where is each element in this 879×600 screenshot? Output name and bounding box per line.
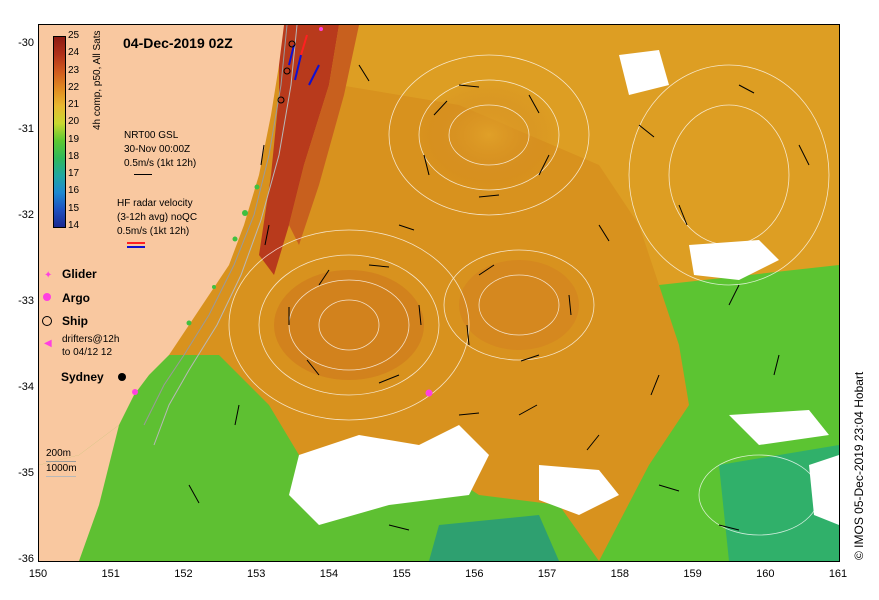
glider-legend-icon: ✦ [44, 270, 53, 281]
map-title: 04-Dec-2019 02Z [123, 35, 233, 51]
land-australia [39, 25, 284, 465]
longitude-tick-label: 159 [683, 568, 702, 580]
ship-markers [277, 40, 296, 104]
sst-map[interactable] [38, 24, 840, 562]
colorbar-tick-label: 14 [68, 220, 80, 231]
eddy-east [459, 260, 579, 350]
glider-marker [319, 27, 323, 31]
cloud-far-east [729, 410, 829, 445]
sst-colorbar [53, 36, 66, 228]
longitude-tick-label: 150 [28, 568, 48, 580]
hf-legend-line1: HF radar velocity [117, 198, 193, 209]
ocean-teal-patch-2 [429, 515, 559, 561]
land-south [39, 425, 119, 561]
isobath-200m [143, 25, 288, 426]
depth-200m-label: 200m [46, 448, 72, 459]
drifters-legend-line1: drifters@12h [62, 334, 120, 345]
hf-radar-vectors [288, 34, 320, 86]
longitude-tick-label: 151 [101, 568, 120, 580]
ocean-green-south [39, 355, 599, 561]
longitude-tick-label: 157 [537, 568, 557, 580]
longitude-tick-label: 154 [319, 568, 339, 580]
depth-1000m-label: 1000m [46, 463, 77, 474]
cloud-south-2 [539, 465, 619, 515]
colorbar-tick-label: 18 [68, 150, 80, 162]
nrt-arrow-icon [134, 174, 152, 175]
argo-marker-1 [425, 389, 433, 397]
cloud-ne [619, 50, 669, 95]
colorbar-tick-label: 15 [68, 202, 80, 214]
longitude-tick-label: 155 [392, 568, 411, 580]
latitude-tick-label: -34 [18, 381, 34, 393]
colorbar-tick-label: 20 [68, 116, 80, 128]
hf-arrow-red-icon [127, 242, 145, 244]
latitude-tick-label: -35 [18, 467, 34, 479]
latitude-tick-label: -33 [18, 295, 34, 307]
nrt-legend-line2: 30-Nov 00:00Z [124, 144, 191, 155]
longitude-tick-label: 158 [610, 568, 629, 580]
eddy-central [274, 270, 424, 380]
colorbar-tick-label: 17 [68, 168, 80, 180]
longitude-tick-label: 156 [465, 568, 484, 580]
glider-legend-label: Glider [62, 267, 97, 281]
argo-marker-2 [132, 389, 138, 395]
cloud-south [289, 425, 489, 525]
hf-legend-line3: 0.5m/s (1kt 12h) [117, 226, 190, 237]
cloud-east [689, 240, 779, 280]
colorbar-tick-label: 25 [68, 30, 80, 41]
ssh-contours [228, 54, 830, 536]
drifter-markers [186, 184, 260, 326]
nrt-legend-line3: 0.5m/s (1kt 12h) [124, 158, 197, 169]
colorbar-tick-label: 22 [68, 81, 80, 93]
eac-edge [289, 25, 359, 245]
ocean-teal-patch [719, 445, 839, 561]
longitude-tick-label: 161 [828, 568, 848, 580]
isobath-1000m-legend [46, 476, 76, 477]
latitude-tick-label: -32 [18, 209, 34, 221]
longitude-tick-label: 160 [756, 568, 775, 580]
hf-legend-line2: (3-12h avg) noQC [117, 212, 198, 223]
latitude-tick-label: -36 [18, 553, 34, 565]
latitude-tick-label: -31 [18, 123, 34, 135]
velocity-arrows [188, 64, 810, 531]
ship-legend-label: Ship [62, 314, 88, 328]
colorbar-tick-label: 24 [68, 47, 80, 59]
ocean-yellow-region [299, 25, 839, 285]
drifters-legend-line2: to 04/12 12 [62, 347, 113, 358]
nrt-legend-line1: NRT00 GSL [124, 130, 179, 141]
isobath-1000m [153, 25, 298, 446]
isobath-200m-legend [46, 461, 76, 462]
latitude-tick-label: -30 [18, 37, 34, 49]
argo-legend-label: Argo [62, 291, 90, 305]
sydney-marker [118, 373, 126, 381]
ship-legend-icon [42, 316, 52, 326]
eac-core [259, 25, 339, 275]
longitude-tick-label: 153 [246, 568, 266, 580]
argo-legend-icon [43, 293, 51, 301]
colorbar-title: 4h comp, p50, All Sats [92, 30, 103, 130]
colorbar-tick-label: 23 [68, 64, 80, 76]
colorbar-tick-label: 21 [68, 99, 80, 111]
hf-arrow-blue-icon [127, 246, 145, 248]
colorbar-tick-label: 16 [68, 185, 80, 197]
colorbar-tick-label: 19 [68, 133, 80, 145]
sydney-label: Sydney [61, 370, 104, 384]
drifter-legend-icon: ◀ [44, 338, 52, 349]
eddy-north [419, 80, 559, 190]
credit-text: © IMOS 05-Dec-2019 23:04 Hobart [852, 371, 866, 560]
longitude-tick-label: 152 [174, 568, 193, 580]
